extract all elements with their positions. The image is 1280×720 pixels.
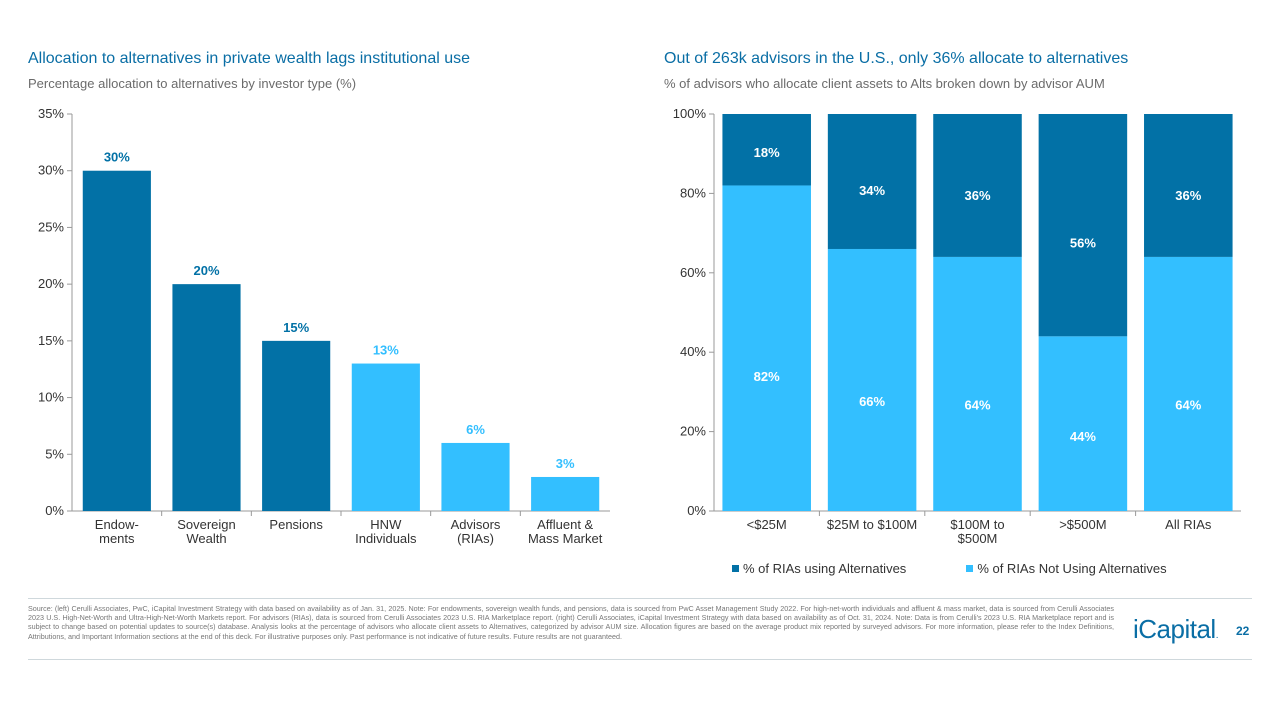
left-category-label: Mass Market (528, 531, 603, 546)
left-y-tick-label: 30% (38, 163, 64, 178)
right-category-label: >$500M (1059, 517, 1106, 532)
left-y-tick-label: 20% (38, 276, 64, 291)
left-category-label: Sovereign (177, 517, 236, 532)
left-bar-value-label: 13% (373, 343, 399, 358)
right-stack-segment (722, 114, 811, 186)
left-category-label: Individuals (355, 531, 417, 546)
right-segment-value-label: 34% (859, 183, 885, 198)
right-y-tick-label: 80% (680, 185, 706, 200)
left-bar (172, 284, 241, 511)
legend-label-using: % of RIAs using Alternatives (743, 561, 907, 576)
right-segment-value-label: 18% (754, 145, 780, 160)
right-y-tick-label: 20% (680, 424, 706, 439)
right-category-label: <$25M (747, 517, 787, 532)
footnote: Source: (left) Cerulli Associates, PwC, … (28, 604, 1114, 641)
right-y-tick-label: 60% (680, 265, 706, 280)
left-category-label: Advisors (451, 517, 501, 532)
left-chart-title: Allocation to alternatives in private we… (28, 50, 471, 67)
left-y-tick-label: 10% (38, 390, 64, 405)
right-segment-value-label: 44% (1070, 429, 1096, 444)
left-category-label: HNW (370, 517, 402, 532)
left-bar (262, 340, 331, 511)
right-segment-value-label: 64% (964, 397, 990, 412)
page-number: 22 (1236, 624, 1250, 638)
right-y-tick-label: 100% (673, 106, 707, 121)
left-bar (82, 170, 151, 511)
left-y-tick-label: 25% (38, 219, 64, 234)
legend-label-not-using: % of RIAs Not Using Alternatives (977, 561, 1167, 576)
right-segment-value-label: 66% (859, 394, 885, 409)
left-category-label: ments (99, 531, 135, 546)
brand-mark: . (1215, 630, 1219, 641)
right-y-tick-label: 40% (680, 344, 706, 359)
left-y-tick-label: 15% (38, 333, 64, 348)
right-category-label: $25M to $100M (827, 517, 917, 532)
left-bar-value-label: 30% (104, 150, 130, 165)
right-stack-segment (933, 256, 1022, 511)
right-stack-segment (933, 114, 1022, 257)
icapital-logo: iCapital. (1133, 614, 1219, 645)
right-chart-legend: % of RIAs using Alternatives % of RIAs N… (732, 561, 1167, 576)
right-segment-value-label: 36% (964, 188, 990, 203)
left-bar-value-label: 15% (283, 320, 309, 335)
left-category-label: Wealth (186, 531, 226, 546)
left-category-label: (RIAs) (457, 531, 494, 546)
right-segment-value-label: 56% (1070, 235, 1096, 250)
right-stack-segment (827, 114, 917, 249)
right-category-label: All RIAs (1165, 517, 1212, 532)
right-chart-subtitle: % of advisors who allocate client assets… (664, 76, 1105, 91)
left-category-label: Pensions (269, 517, 323, 532)
right-segment-value-label: 82% (754, 369, 780, 384)
right-stack-segment (827, 248, 917, 512)
left-y-tick-label: 5% (45, 446, 64, 461)
right-stack-segment (722, 185, 811, 511)
footnote-divider-top (28, 598, 1252, 599)
legend-swatch-light (966, 565, 974, 572)
left-bar-value-label: 6% (466, 422, 485, 437)
left-y-tick-label: 0% (45, 503, 64, 518)
footnote-divider-bottom (28, 659, 1252, 660)
left-bar (531, 476, 600, 511)
right-category-label: $500M (958, 531, 998, 546)
right-category-label: $100M to (950, 517, 1004, 532)
left-bar-value-label: 3% (556, 456, 575, 471)
left-chart-subtitle: Percentage allocation to alternatives by… (28, 76, 357, 91)
right-segment-value-label: 64% (1175, 397, 1201, 412)
right-stack-segment (1144, 256, 1233, 511)
right-y-tick-label: 0% (687, 503, 706, 518)
legend-swatch-dark (732, 565, 739, 572)
left-bar-value-label: 20% (193, 263, 219, 278)
right-segment-value-label: 36% (1175, 188, 1201, 203)
right-chart-title: Out of 263k advisors in the U.S., only 3… (664, 50, 1129, 67)
left-category-label: Affluent & (537, 517, 593, 532)
right-stack-segment (1038, 336, 1128, 511)
left-bar (441, 442, 510, 511)
left-y-tick-label: 35% (38, 106, 64, 121)
charts-canvas: 0% 5% 10% 15% 20% 25% 30% 35% 30% Endow-ments 20% S… (38, 106, 1241, 546)
right-stack-segment (1144, 114, 1233, 257)
right-stack-segment (1038, 114, 1128, 337)
left-category-label: Endow- (95, 517, 139, 532)
brand-name: iCapital (1133, 614, 1216, 644)
legend-item-not-using: % of RIAs Not Using Alternatives (966, 561, 1167, 576)
left-bar (351, 363, 420, 511)
legend-item-using: % of RIAs using Alternatives (732, 561, 906, 576)
